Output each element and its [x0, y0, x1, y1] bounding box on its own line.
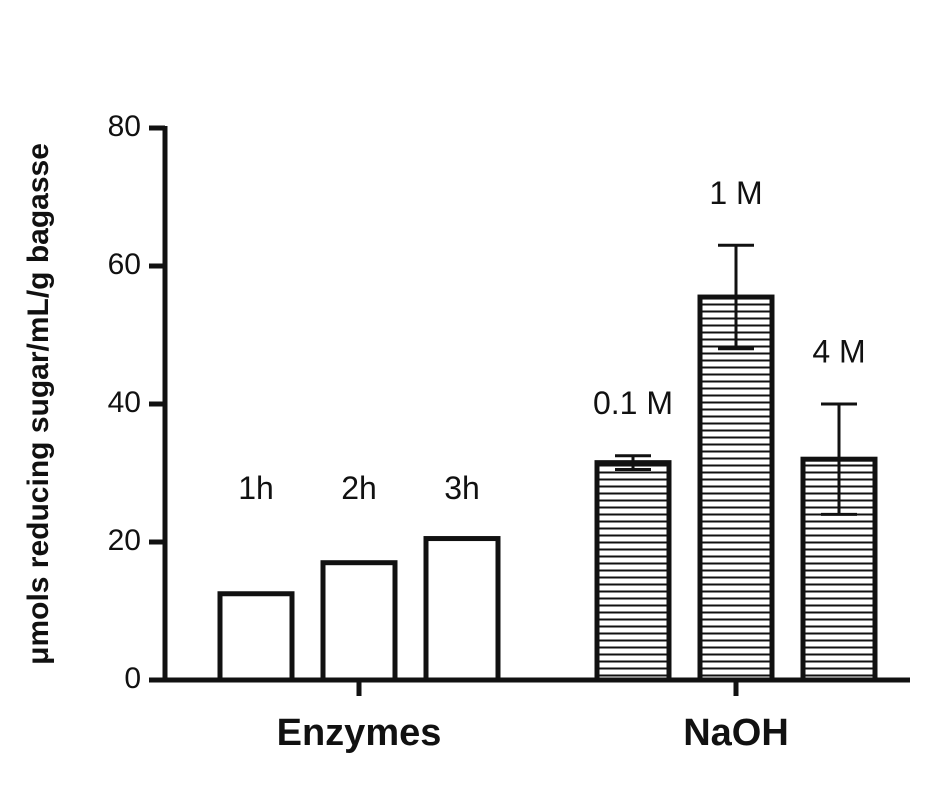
bar-label: 3h	[444, 470, 480, 506]
bar-label: 2h	[341, 470, 377, 506]
y-tick-label: 0	[124, 662, 141, 695]
group-label: NaOH	[683, 712, 789, 754]
bar	[320, 560, 398, 683]
y-axis-label: μmols reducing sugar/mL/g bagasse	[22, 143, 55, 665]
bar	[217, 591, 295, 683]
y-tick-label: 80	[108, 110, 141, 143]
bar-label: 0.1 M	[593, 385, 673, 421]
bar	[800, 456, 878, 683]
bar	[594, 460, 672, 683]
bar	[423, 536, 501, 683]
y-tick-label: 60	[108, 248, 141, 281]
bar-label: 1 M	[709, 175, 762, 211]
group-label: Enzymes	[277, 712, 442, 754]
y-tick-label: 20	[108, 524, 141, 557]
y-tick-label: 40	[108, 386, 141, 419]
bar-label: 1h	[238, 470, 274, 506]
bar-label: 4 M	[812, 333, 865, 369]
bar	[697, 294, 775, 683]
